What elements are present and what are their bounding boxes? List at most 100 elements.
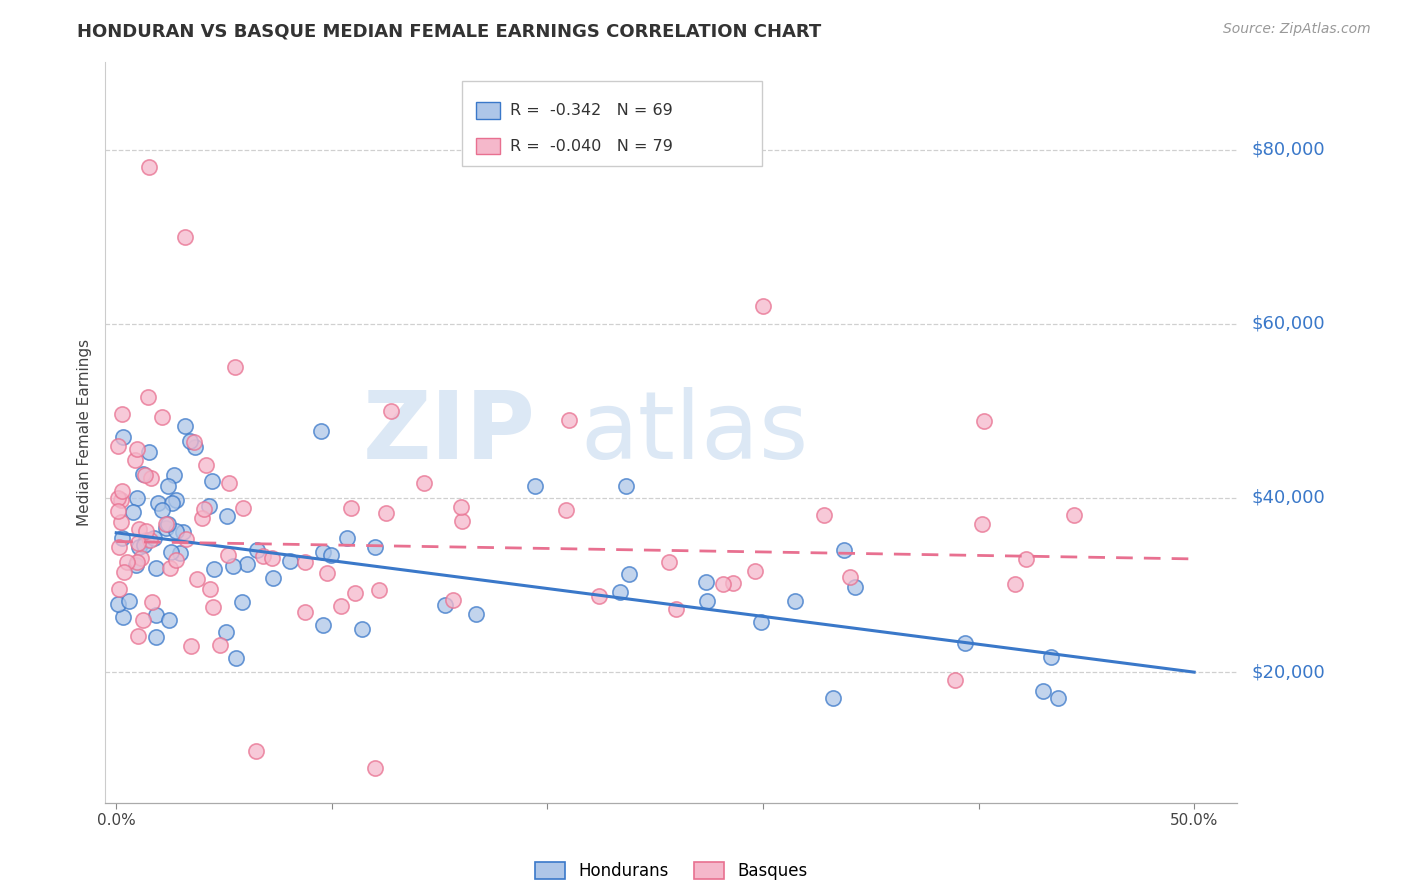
Point <box>125 558 148 573</box>
Point <box>315 566 337 580</box>
Point <box>823 691 845 706</box>
Point <box>145 630 167 644</box>
Point <box>294 555 316 569</box>
Point <box>752 299 775 313</box>
Point <box>110 483 132 498</box>
Point <box>751 615 773 630</box>
Point <box>127 536 149 550</box>
Text: HONDURAN VS BASQUE MEDIAN FEMALE EARNINGS CORRELATION CHART: HONDURAN VS BASQUE MEDIAN FEMALE EARNING… <box>77 22 821 40</box>
Point <box>125 491 148 505</box>
Point <box>138 160 160 174</box>
Point <box>711 576 734 591</box>
Point <box>145 608 167 623</box>
Point <box>319 549 342 563</box>
Point <box>165 524 187 539</box>
Point <box>174 229 197 244</box>
Point <box>658 555 681 569</box>
Point <box>217 509 239 524</box>
Point <box>336 531 359 545</box>
Point <box>555 503 578 517</box>
Point <box>179 434 201 448</box>
Point <box>197 499 219 513</box>
Point <box>200 582 222 596</box>
Point <box>222 558 245 573</box>
Point <box>558 412 581 426</box>
Point <box>194 458 217 472</box>
Point <box>152 410 174 425</box>
Point <box>450 514 472 528</box>
Point <box>112 429 135 443</box>
Point <box>169 546 191 560</box>
Point <box>165 553 187 567</box>
Point <box>312 618 335 632</box>
Point <box>224 360 246 375</box>
Point <box>145 561 167 575</box>
FancyBboxPatch shape <box>475 103 501 119</box>
Point <box>107 439 129 453</box>
Y-axis label: Median Female Earnings: Median Female Earnings <box>77 339 93 526</box>
Point <box>236 558 259 572</box>
Point <box>721 576 744 591</box>
Point <box>215 624 238 639</box>
Point <box>111 532 134 546</box>
Point <box>1047 691 1070 706</box>
Point <box>183 435 205 450</box>
Text: $40,000: $40,000 <box>1251 489 1324 507</box>
Point <box>141 471 163 485</box>
Point <box>813 508 835 522</box>
Point <box>1015 552 1038 566</box>
Point <box>262 551 284 566</box>
Point <box>364 761 387 775</box>
Text: $60,000: $60,000 <box>1251 315 1324 333</box>
Point <box>112 565 135 579</box>
Text: atlas: atlas <box>581 386 808 479</box>
FancyBboxPatch shape <box>463 81 762 166</box>
Point <box>107 504 129 518</box>
Point <box>180 639 202 653</box>
Point <box>1031 684 1053 698</box>
Point <box>231 595 253 609</box>
Point <box>157 479 180 493</box>
Point <box>165 492 187 507</box>
Point <box>107 491 129 505</box>
Point <box>193 502 215 516</box>
Point <box>364 541 387 555</box>
Point <box>117 594 139 608</box>
Point <box>184 441 207 455</box>
Point <box>142 531 165 545</box>
Point <box>110 515 132 529</box>
Point <box>380 404 402 418</box>
Point <box>955 636 977 650</box>
Point <box>146 496 169 510</box>
Point <box>163 468 186 483</box>
Point <box>128 540 150 554</box>
Point <box>617 566 640 581</box>
Point <box>465 607 488 622</box>
Point <box>117 556 139 570</box>
Point <box>524 479 547 493</box>
Point <box>129 551 152 566</box>
Text: R =  -0.342   N = 69: R = -0.342 N = 69 <box>509 103 672 118</box>
Text: Source: ZipAtlas.com: Source: ZipAtlas.com <box>1223 22 1371 37</box>
Point <box>107 540 129 554</box>
Point <box>343 585 366 599</box>
Point <box>588 590 610 604</box>
Point <box>412 476 434 491</box>
Point <box>367 582 389 597</box>
Point <box>1039 649 1062 664</box>
Point <box>1063 508 1085 522</box>
Point <box>441 592 464 607</box>
Point <box>191 511 214 525</box>
Point <box>174 532 197 546</box>
Point <box>201 600 224 615</box>
Point <box>155 521 177 535</box>
Point <box>138 444 160 458</box>
Point <box>134 468 156 483</box>
Point <box>111 609 134 624</box>
Point <box>159 545 181 559</box>
Point <box>744 564 766 578</box>
Point <box>844 580 866 594</box>
Point <box>225 651 247 665</box>
Text: R =  -0.040   N = 79: R = -0.040 N = 79 <box>509 138 672 153</box>
Point <box>132 467 155 482</box>
